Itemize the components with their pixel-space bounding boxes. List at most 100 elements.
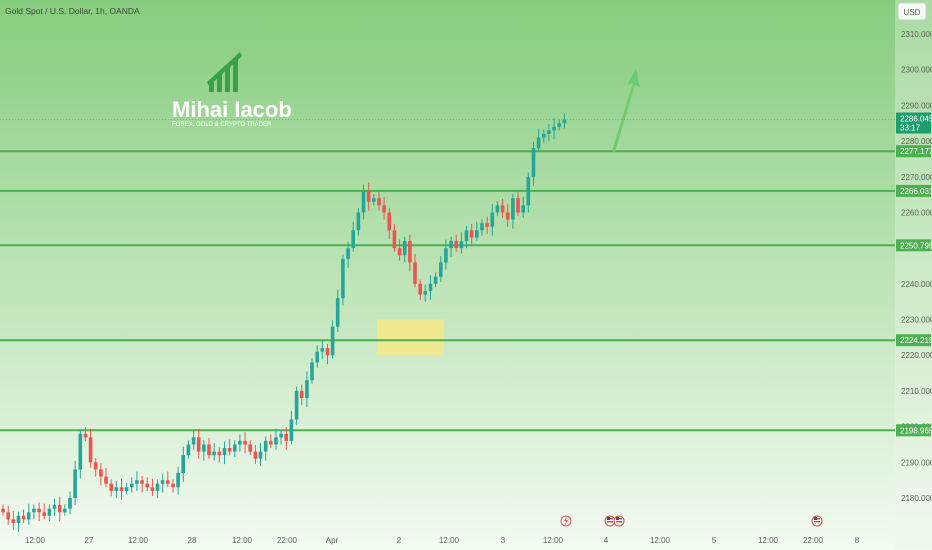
- time-axis-ticks: 12:00 27 12:00 28 12:00 22:00 Apr 2 12:00 3 12:00 4…: [25, 536, 860, 545]
- candle-body: [562, 119, 567, 124]
- time-tick-label: 12:00: [232, 536, 253, 545]
- candle-body: [212, 451, 216, 456]
- candle-body: [299, 390, 304, 398]
- candle-body: [186, 444, 191, 456]
- time-tick-label: 27: [85, 536, 94, 545]
- candle-body: [253, 451, 258, 459]
- candle-body: [6, 512, 10, 520]
- candle-body: [135, 480, 139, 484]
- candle-body: [248, 444, 252, 452]
- candle: [305, 371, 309, 407]
- price-tick-label: 2240.000: [901, 280, 932, 289]
- candle-body: [372, 198, 376, 202]
- candle: [536, 128, 541, 152]
- candle-body: [181, 455, 185, 473]
- candle-body: [485, 223, 489, 227]
- candle: [202, 440, 206, 461]
- candle-body: [37, 508, 41, 513]
- price-tick-label: 2230.000: [901, 316, 932, 325]
- candle-body: [150, 487, 155, 491]
- candle: [238, 434, 242, 452]
- time-tick-label: 5: [712, 536, 717, 545]
- us-flag-event-icon[interactable]: [613, 515, 625, 527]
- price-tick-label: 2300.000: [901, 66, 932, 75]
- candle-body: [155, 483, 160, 491]
- candle: [73, 460, 77, 506]
- candle: [1, 504, 5, 516]
- us-flag-event-icon[interactable]: [604, 515, 616, 527]
- candle-body: [454, 241, 458, 249]
- candle-body: [233, 444, 237, 452]
- candle-body: [310, 362, 314, 381]
- candle-body: [392, 230, 397, 249]
- candle: [11, 510, 16, 531]
- candle-body: [428, 283, 433, 291]
- candle-body: [475, 230, 479, 238]
- candle: [289, 410, 294, 445]
- candle: [387, 208, 391, 240]
- us-flag-event-icon[interactable]: [811, 515, 823, 527]
- candle-body: [47, 508, 52, 516]
- time-tick-label: 22:00: [803, 536, 824, 545]
- candle-body: [78, 433, 83, 470]
- candle-body: [52, 505, 57, 509]
- level-price-tag: [896, 184, 931, 197]
- price-axis-panel[interactable]: [895, 0, 932, 550]
- candle: [181, 446, 185, 482]
- candle: [253, 445, 258, 465]
- candle: [124, 483, 129, 495]
- candle-body: [480, 223, 484, 231]
- candle: [485, 216, 489, 234]
- candle-body: [449, 241, 453, 249]
- candle: [500, 198, 505, 218]
- candle-body: [289, 419, 294, 441]
- demand-zone-layer: [377, 319, 444, 356]
- candle: [366, 182, 371, 211]
- lightning-event-icon[interactable]: [560, 515, 572, 527]
- candle-body: [418, 283, 422, 295]
- watermark-name: Mihai Iacob: [172, 97, 292, 122]
- candle: [526, 172, 531, 213]
- candle-body: [516, 198, 520, 213]
- candle: [16, 511, 21, 532]
- level-price-label: 2198.965: [900, 426, 932, 435]
- candle-body: [93, 462, 98, 470]
- candle: [490, 203, 495, 236]
- candle: [325, 343, 330, 365]
- candle: [52, 498, 57, 516]
- candle: [160, 473, 165, 493]
- economic-events[interactable]: [560, 515, 823, 527]
- candle-body: [63, 508, 67, 513]
- candle: [444, 239, 448, 270]
- candle: [511, 193, 515, 229]
- candle-body: [11, 519, 16, 523]
- candle: [274, 428, 278, 450]
- candle: [191, 430, 196, 450]
- candle: [93, 458, 98, 477]
- candle: [418, 279, 422, 300]
- price-tick-label: 2180.000: [901, 494, 932, 503]
- currency-button[interactable]: USD: [897, 2, 927, 21]
- candle: [227, 439, 232, 456]
- candle: [42, 503, 46, 520]
- candle-body: [227, 448, 232, 452]
- current-price-label: 2286.045: [900, 115, 932, 124]
- candle: [521, 196, 525, 218]
- candle: [129, 477, 134, 493]
- candle: [150, 478, 155, 497]
- candle-body: [279, 433, 283, 438]
- candle-body: [423, 291, 428, 295]
- candle: [99, 463, 103, 486]
- support-resistance-levels[interactable]: 2277.177 2266.031 2250.795 2224.215 2198.965: [0, 145, 932, 437]
- candle: [330, 320, 335, 359]
- candle-body: [26, 512, 31, 520]
- candle-body: [490, 212, 495, 227]
- candle: [233, 440, 237, 457]
- candle-body: [547, 130, 551, 134]
- time-tick-label: 3: [501, 536, 506, 545]
- candle-body: [361, 191, 366, 213]
- candle: [413, 253, 417, 288]
- candle-body: [444, 248, 448, 263]
